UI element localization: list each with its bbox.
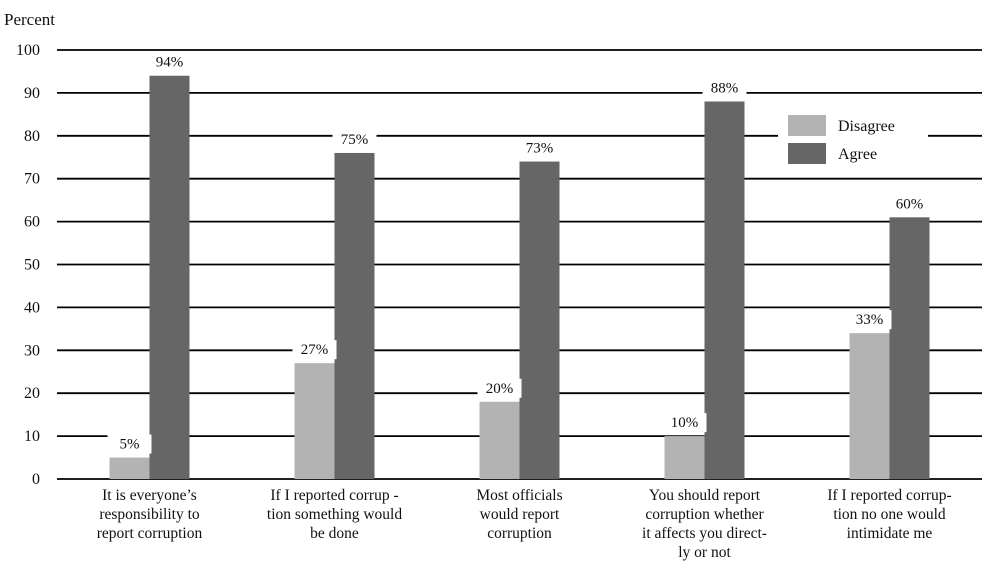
- y-tick-label: 70: [24, 171, 40, 188]
- data-label: 10%: [671, 415, 699, 431]
- legend-swatch-agree: [788, 143, 826, 164]
- data-label-background: [847, 310, 892, 330]
- data-label-background: [332, 129, 377, 149]
- bar-disagree: [849, 333, 890, 479]
- x-category-label: You should report corruption whether it af…: [642, 487, 767, 561]
- data-label: 33%: [856, 312, 884, 328]
- data-label: 60%: [896, 196, 924, 212]
- data-label: 27%: [301, 342, 329, 358]
- bars: [109, 75, 930, 480]
- bar-disagree: [664, 436, 705, 479]
- data-label: 88%: [711, 80, 739, 96]
- data-label-background: [292, 340, 337, 360]
- y-tick-label: 60: [24, 214, 40, 231]
- bar-agree: [889, 217, 930, 479]
- data-label-background: [517, 138, 562, 158]
- y-tick-label: 40: [24, 299, 40, 316]
- data-label-background: [107, 434, 152, 454]
- data-label-background: [147, 52, 192, 72]
- data-label: 73%: [526, 141, 554, 157]
- x-category-label: It is everyone’s responsibility to report …: [97, 487, 203, 542]
- x-category-label: If I reported corrup -tion something wou…: [267, 487, 402, 542]
- data-label: 94%: [156, 55, 184, 71]
- y-tick-label: 80: [24, 128, 40, 145]
- data-label-background: [477, 378, 522, 398]
- bar-agree: [704, 101, 745, 479]
- bar-agree: [334, 152, 375, 479]
- bar-disagree: [294, 363, 335, 479]
- data-label: 5%: [120, 437, 140, 453]
- data-labels: 5% 94% 27% 75% 20% 73% 10% 88% 33% 60%: [107, 52, 932, 454]
- bar-disagree: [479, 401, 520, 479]
- x-category-labels: It is everyone’s responsibility to report …: [97, 487, 952, 561]
- bar-agree: [519, 161, 560, 480]
- y-tick-label: 10: [24, 428, 40, 445]
- y-tick-label: 90: [24, 85, 40, 102]
- y-tick-label: 100: [16, 42, 40, 59]
- data-label-background: [887, 194, 932, 214]
- legend-swatch-disagree: [788, 115, 826, 136]
- bar-disagree: [109, 457, 150, 479]
- y-tick-label: 0: [32, 471, 40, 488]
- data-label: 75%: [341, 132, 369, 148]
- legend: Disagree Agree: [778, 108, 928, 166]
- x-category-label: If I reported corrup-tion no one would in…: [827, 487, 951, 542]
- y-axis-label: Percent: [4, 10, 55, 29]
- y-tick-label: 30: [24, 342, 40, 359]
- data-label-background: [662, 413, 707, 433]
- bar-agree: [149, 75, 190, 480]
- data-label: 20%: [486, 381, 514, 397]
- y-tick-label: 20: [24, 385, 40, 402]
- data-label-background: [702, 78, 747, 98]
- y-tick-label: 50: [24, 257, 40, 274]
- legend-label-agree: Agree: [838, 146, 877, 163]
- legend-label-disagree: Disagree: [838, 118, 895, 135]
- y-tick-labels: 0 10 20 30 40 50 60 70 80 90 100: [16, 42, 40, 488]
- x-category-label: Most officials would report corruption: [476, 487, 562, 542]
